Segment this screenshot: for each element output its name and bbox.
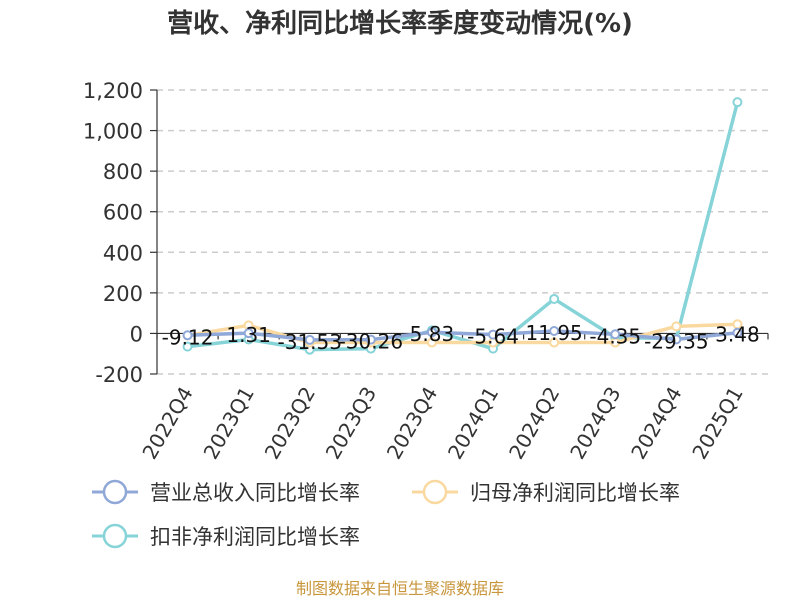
data-point xyxy=(488,329,499,340)
data-label: -9.12 xyxy=(162,325,214,349)
y-tick-label: 400 xyxy=(103,241,143,265)
data-point xyxy=(549,293,560,304)
x-tick-label: 2023Q3 xyxy=(321,383,381,464)
series-line xyxy=(187,101,740,352)
data-label: -30.26 xyxy=(339,330,403,354)
data-point xyxy=(732,327,743,338)
legend-marker-icon xyxy=(422,479,448,505)
legend-item: 归母净利润同比增长率 xyxy=(412,479,680,505)
grid-lines xyxy=(157,89,768,375)
data-point xyxy=(243,328,254,339)
x-tick-label: 2023Q1 xyxy=(199,383,259,464)
series-line xyxy=(187,329,738,342)
data-label: 5.83 xyxy=(410,322,455,346)
legend-item: 营业总收入同比增长率 xyxy=(92,479,360,505)
data-label: -31.53 xyxy=(278,330,342,354)
data-label: 3.48 xyxy=(715,323,760,347)
y-tick-label: -200 xyxy=(95,363,143,387)
data-labels: -9.12 1.31 -31.53-30.26 5.83 -5.64 11.95 -4.35… xyxy=(162,321,760,354)
data-point xyxy=(549,337,560,348)
x-tick-label: 2023Q2 xyxy=(260,383,320,464)
y-tick-label: 1,200 xyxy=(83,79,143,103)
x-tick-label: 2024Q4 xyxy=(626,383,686,464)
data-point xyxy=(182,341,193,352)
legend-label: 归母净利润同比增长率 xyxy=(470,481,680,505)
x-tick-label: 2022Q4 xyxy=(137,383,197,464)
data-point xyxy=(426,337,437,348)
legend-marker-icon xyxy=(102,479,128,505)
data-point xyxy=(365,334,376,345)
x-tick-label: 2025Q1 xyxy=(687,383,747,464)
data-point xyxy=(182,330,193,341)
data-label: -4.35 xyxy=(589,324,641,348)
data-label: 1.31 xyxy=(226,323,271,347)
y-tick-label: 1,000 xyxy=(83,120,143,144)
series-points xyxy=(182,97,743,355)
x-tick-label: 2024Q2 xyxy=(504,383,564,464)
y-tick-label: 600 xyxy=(103,201,143,225)
y-tick-label: 0 xyxy=(130,322,143,346)
data-point xyxy=(549,326,560,337)
y-tick-label: 200 xyxy=(103,282,143,306)
data-point xyxy=(732,97,743,108)
x-tick-label: 2024Q3 xyxy=(565,383,625,464)
chart-title: 营收、净利同比增长率季度变动情况(%) xyxy=(167,8,633,39)
legend-item: 扣非净利润同比增长率 xyxy=(92,523,360,549)
y-tick-label: 800 xyxy=(103,160,143,184)
y-axis: -200 0 200 400 600 800 1,000 1,200 xyxy=(83,79,158,387)
legend-marker-icon xyxy=(102,523,128,549)
series-lines xyxy=(187,101,740,352)
data-point xyxy=(610,329,621,340)
source-watermark: 制图数据来自恒生聚源数据库 xyxy=(296,579,504,598)
series-line xyxy=(187,322,738,345)
data-point xyxy=(671,334,682,345)
data-point xyxy=(671,321,682,332)
x-tick-label: 2024Q1 xyxy=(443,383,503,464)
data-label: 11.95 xyxy=(526,321,583,345)
legend-label: 营业总收入同比增长率 xyxy=(150,481,360,505)
data-label: -5.64 xyxy=(467,325,519,349)
legend-label: 扣非净利润同比增长率 xyxy=(150,525,360,549)
x-tick-label: 2023Q4 xyxy=(382,383,442,464)
data-point xyxy=(426,327,437,338)
data-point xyxy=(304,334,315,345)
data-label: -29.35 xyxy=(644,329,708,353)
